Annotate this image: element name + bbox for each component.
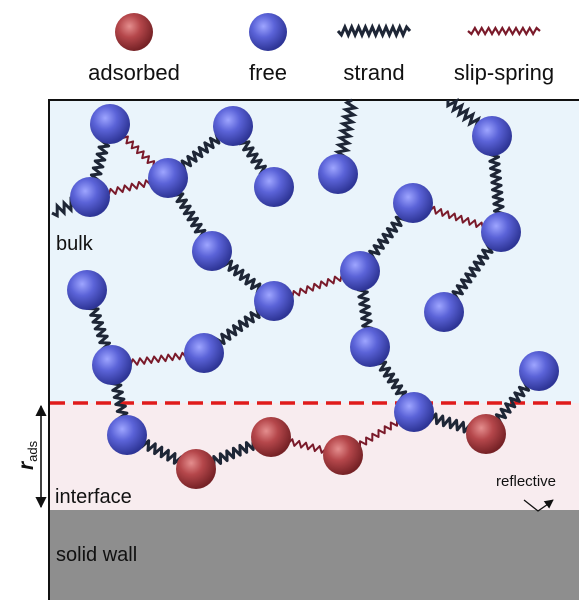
solid-wall-label: solid wall [56,544,137,566]
reflective-arrow-icon [523,499,554,512]
bulk-label: bulk [56,233,94,255]
adsorbed-bead [251,417,291,457]
interface-label: interface [55,486,132,508]
free-bead [394,392,434,432]
free-bead [481,212,521,252]
free-bead [519,351,559,391]
reflective-label: reflective [496,473,556,490]
legend-adsorbed-bead-icon [115,13,153,51]
free-bead [340,251,380,291]
free-bead [67,270,107,310]
r-ads-label: rads [15,440,40,470]
free-bead [192,231,232,271]
free-bead [213,106,253,146]
free-bead [318,154,358,194]
legend-free-label: free [249,60,287,85]
free-bead [254,281,294,321]
legend-adsorbed-label: adsorbed [88,60,180,85]
free-bead [90,104,130,144]
free-bead [424,292,464,332]
free-bead [350,327,390,367]
free-bead [393,183,433,223]
legend-strand-icon [336,23,412,39]
simulation-box-border [48,99,579,600]
free-bead [184,333,224,373]
adsorbed-bead [176,449,216,489]
legend-slip-spring-icon [467,25,541,37]
legend-strand-label: strand [343,60,404,85]
free-bead [107,415,147,455]
free-bead [92,345,132,385]
free-bead [148,158,188,198]
legend-slip-spring-label: slip-spring [454,60,554,85]
free-bead [472,116,512,156]
adsorbed-bead [323,435,363,475]
free-bead [70,177,110,217]
r-ads-axis: rads [15,404,47,509]
adsorbed-bead [466,414,506,454]
beads-layer [67,104,559,489]
solid-wall [49,510,579,600]
free-bead [254,167,294,207]
legend-free-bead-icon [249,13,287,51]
legend: adsorbed free strand slip-spring [88,13,554,85]
